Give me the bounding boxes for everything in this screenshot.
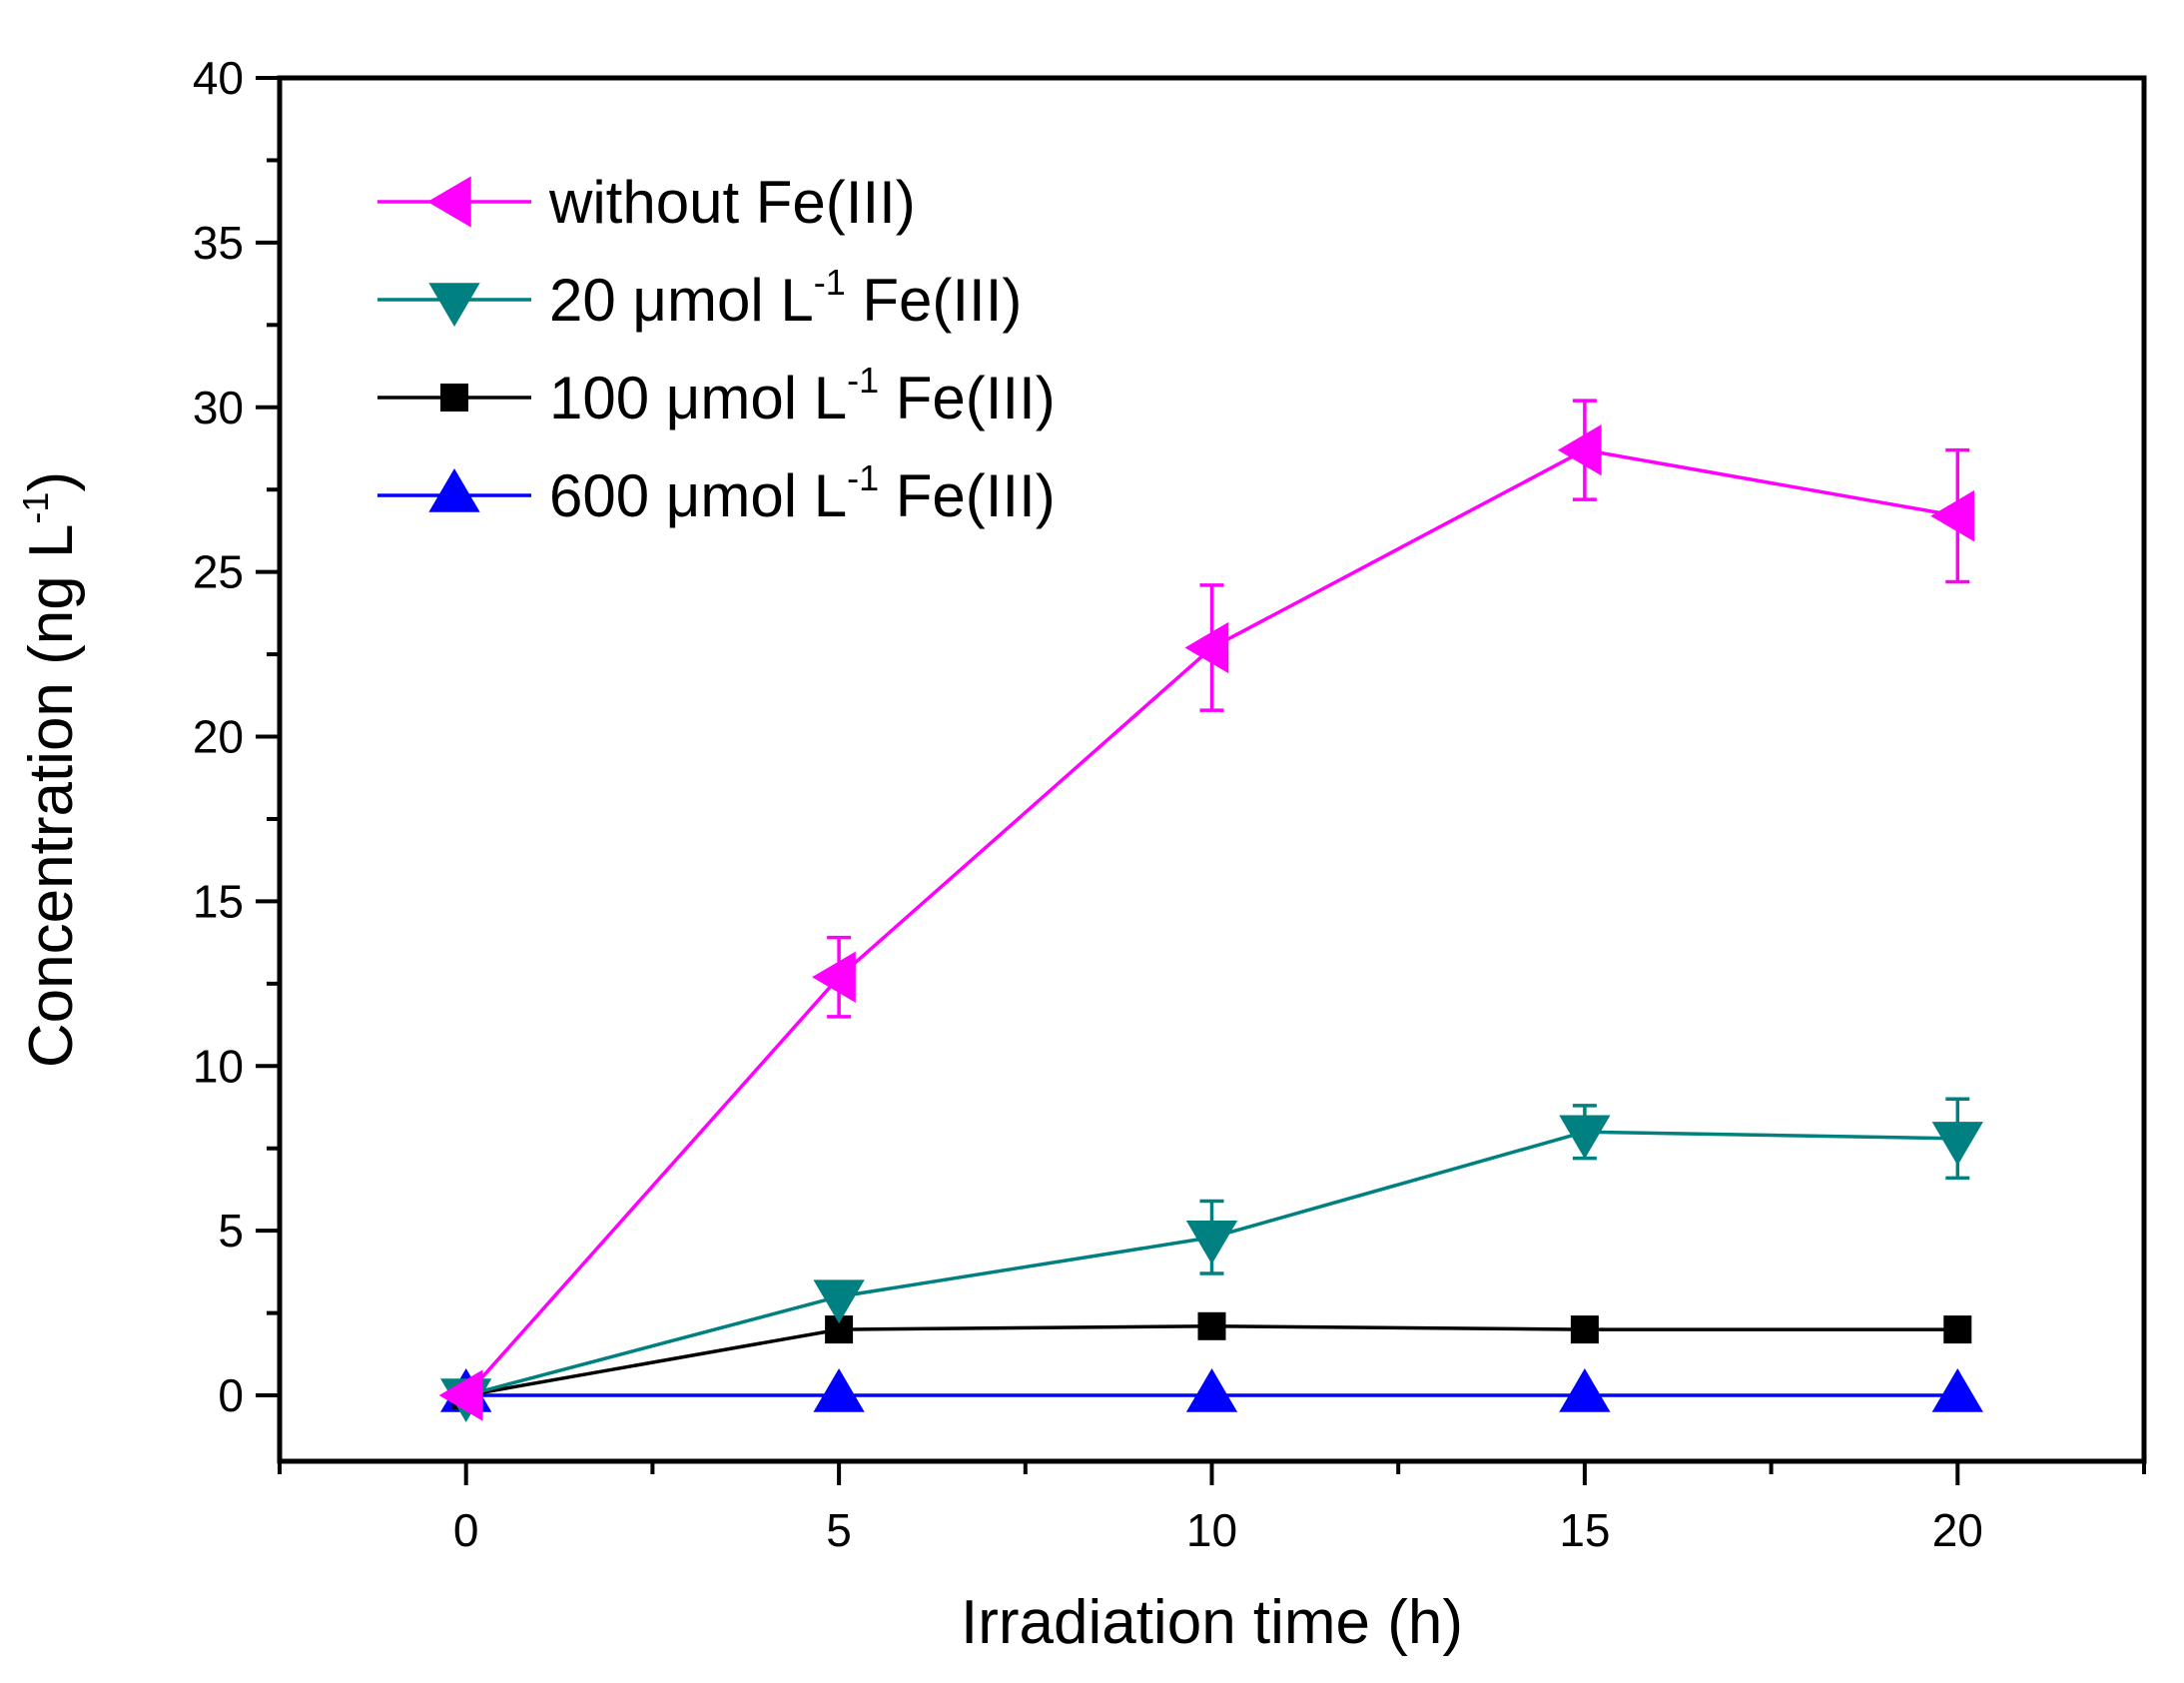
y-tick-label: 35 <box>193 217 244 269</box>
x-tick-label: 10 <box>1186 1504 1237 1556</box>
data-point <box>1557 423 1602 476</box>
legend-item-2: 20 μmol L-1 Fe(III) <box>377 262 1022 334</box>
legend-label-superscript: -1 <box>814 262 846 303</box>
legend-label: 100 μmol L-1 Fe(III) <box>549 360 1056 431</box>
data-point <box>812 951 856 1003</box>
y-axis-title-superscript: -1 <box>15 492 56 524</box>
y-axis-title: Concentration (ng L-1) <box>15 471 86 1068</box>
data-point <box>1185 1368 1238 1412</box>
legend-item-3: 100 μmol L-1 Fe(III) <box>377 360 1056 431</box>
data-point <box>1559 1115 1611 1160</box>
data-point <box>1931 1122 1983 1166</box>
y-tick-label: 40 <box>193 52 244 104</box>
legend-label-main: 20 μmol L <box>549 267 814 334</box>
y-axis-title-main: Concentration (ng L <box>17 524 86 1069</box>
legend-label-suffix: Fe(III) <box>879 365 1056 431</box>
legend-label-superscript: -1 <box>847 360 879 401</box>
data-point <box>813 1368 865 1412</box>
legend-label-main: 600 μmol L <box>549 462 847 529</box>
legend-marker <box>428 468 480 512</box>
legend-label-main: without Fe(III) <box>548 169 916 236</box>
data-point <box>1185 1221 1238 1264</box>
x-tick-label: 20 <box>1932 1504 1983 1556</box>
legend: without Fe(III)20 μmol L-1 Fe(III)100 μm… <box>377 169 1056 529</box>
data-point <box>438 1369 483 1421</box>
x-axis-title: Irradiation time (h) <box>961 1588 1463 1657</box>
x-tick-label: 5 <box>826 1504 852 1556</box>
data-point <box>1559 1368 1611 1412</box>
y-tick-label: 15 <box>193 875 244 927</box>
legend-label: without Fe(III) <box>548 169 916 236</box>
legend-marker <box>428 283 480 327</box>
data-point <box>1570 1315 1599 1344</box>
legend-label: 20 μmol L-1 Fe(III) <box>549 262 1022 334</box>
data-point <box>1930 489 1975 542</box>
legend-label-superscript: -1 <box>847 457 879 498</box>
y-tick-label: 25 <box>193 546 244 598</box>
y-tick-label: 0 <box>218 1369 244 1421</box>
legend-label-suffix: Fe(III) <box>846 267 1023 334</box>
ticks-layer: 0 5 10 15 20 25 30 35 40 0 5 10 15 20 <box>193 52 2146 1556</box>
y-tick-label: 10 <box>193 1040 244 1092</box>
x-tick-label: 0 <box>453 1504 479 1556</box>
y-tick-label: 30 <box>193 382 244 433</box>
data-point <box>1943 1315 1972 1344</box>
legend-label: 600 μmol L-1 Fe(III) <box>549 457 1056 529</box>
data-point <box>813 1279 865 1324</box>
legend-item-4: 600 μmol L-1 Fe(III) <box>377 457 1056 529</box>
y-tick-label: 20 <box>193 711 244 763</box>
series-layer <box>438 399 1983 1423</box>
series-1 <box>438 399 1975 1421</box>
legend-marker <box>440 384 468 412</box>
legend-item-1: without Fe(III) <box>377 169 916 236</box>
x-tick-label: 15 <box>1559 1504 1610 1556</box>
y-axis-title-close: ) <box>17 471 86 492</box>
data-point <box>1197 1311 1226 1340</box>
data-point <box>1931 1368 1983 1412</box>
legend-label-main: 100 μmol L <box>549 365 847 431</box>
legend-label-suffix: Fe(III) <box>879 462 1056 529</box>
legend-marker <box>427 176 471 228</box>
y-tick-label: 5 <box>218 1205 244 1257</box>
data-point <box>1184 621 1229 674</box>
